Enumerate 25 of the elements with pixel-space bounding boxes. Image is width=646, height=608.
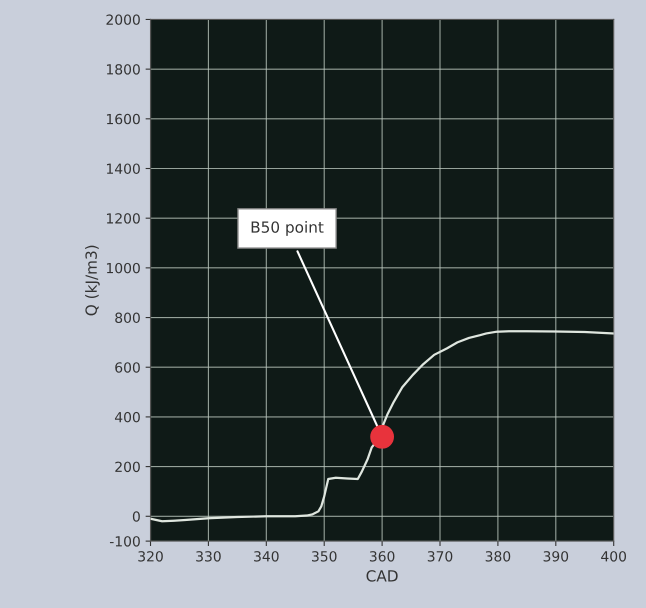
x-tick-label: 390 <box>544 551 568 562</box>
y-tick-label: 1000 <box>106 262 140 274</box>
y-tick-label: 200 <box>115 462 140 472</box>
annotation: B50 point <box>252 221 324 236</box>
y-tick-label: 2000 <box>106 14 140 25</box>
y-tick-label: 800 <box>115 312 140 324</box>
x-tick-label: 360 <box>370 551 394 562</box>
y-tick-label: 600 <box>115 362 140 373</box>
y-tick-label: 400 <box>114 412 140 422</box>
y-tick-label: 1600 <box>106 114 140 124</box>
y-axis-title: Q (kJ/m3) <box>85 246 100 316</box>
x-tick-label: 340 <box>254 551 279 562</box>
y-tick-label: -100 <box>110 536 140 547</box>
y-tick-label: 1200 <box>106 213 140 224</box>
y-tick-label: 1400 <box>106 163 140 174</box>
x-axis-title: CAD <box>366 570 398 582</box>
x-tick-label: 380 <box>486 551 510 562</box>
y-tick-label: 0 <box>132 511 140 522</box>
x-tick-label: 320 <box>138 551 163 562</box>
x-tick-label: 400 <box>601 551 626 562</box>
x-tick-label: 330 <box>196 551 221 562</box>
y-tick-label: 1800 <box>106 64 140 75</box>
x-tick-label: 350 <box>312 551 337 562</box>
line-series <box>150 330 614 522</box>
x-tick-label: 370 <box>428 551 452 562</box>
